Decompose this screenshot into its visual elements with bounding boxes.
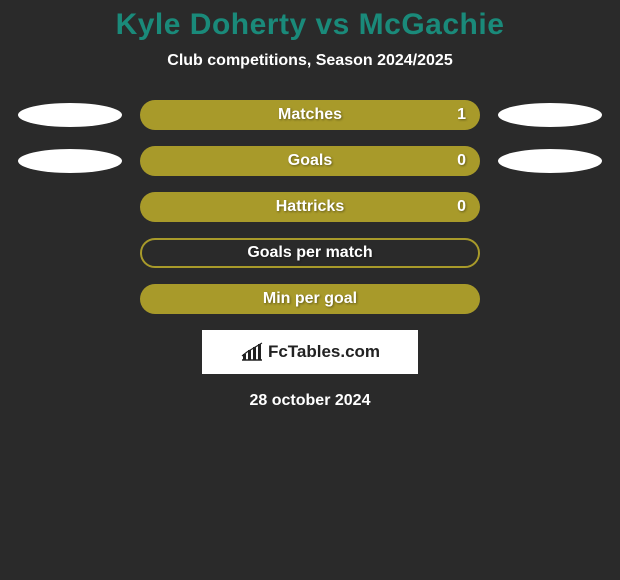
stat-bar: Goals per match: [140, 238, 480, 268]
right-ellipse: [498, 149, 602, 173]
stat-bar: Matches 1: [140, 100, 480, 130]
stat-bar: Hattricks 0: [140, 192, 480, 222]
stat-row: Min per goal: [10, 284, 610, 314]
left-ellipse: [18, 149, 122, 173]
stat-label: Hattricks: [276, 198, 344, 216]
chart-area: Matches 1 Goals 0 Hattricks 0 Goals per match M…: [0, 100, 620, 314]
stat-row: Goals 0: [10, 146, 610, 176]
infographic-container: Kyle Doherty vs McGachie Club competitio…: [0, 0, 620, 410]
stat-value: 0: [457, 152, 466, 170]
right-ellipse: [498, 103, 602, 127]
stat-row: Matches 1: [10, 100, 610, 130]
date-text: 28 october 2024: [0, 392, 620, 410]
subtitle: Club competitions, Season 2024/2025: [0, 52, 620, 70]
left-ellipse: [18, 103, 122, 127]
stat-label: Min per goal: [263, 290, 357, 308]
stat-row: Goals per match: [10, 238, 610, 268]
brand-box: FcTables.com: [202, 330, 418, 374]
page-title: Kyle Doherty vs McGachie: [0, 8, 620, 42]
stat-value: 0: [457, 198, 466, 216]
stat-value: 1: [457, 106, 466, 124]
stat-label: Matches: [278, 106, 342, 124]
brand-text: FcTables.com: [268, 342, 380, 362]
bar-chart-icon: [240, 342, 264, 362]
stat-bar: Goals 0: [140, 146, 480, 176]
stat-label: Goals: [288, 152, 332, 170]
stat-label: Goals per match: [247, 244, 372, 262]
stat-bar: Min per goal: [140, 284, 480, 314]
stat-row: Hattricks 0: [10, 192, 610, 222]
brand-logo: FcTables.com: [240, 342, 380, 362]
